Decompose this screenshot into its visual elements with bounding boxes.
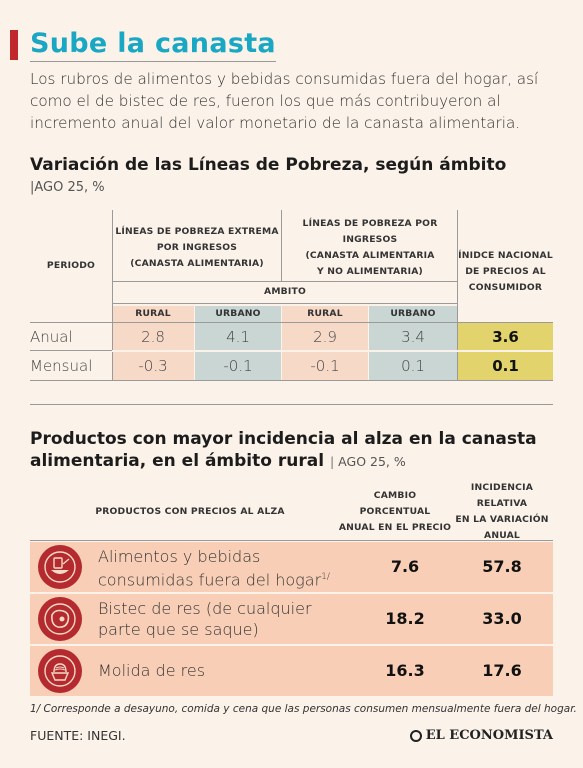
footnote-ref: 1/ (321, 572, 330, 582)
section2-title-line1: Productos con mayor incidencia al alza e… (30, 429, 537, 449)
col-extrema-line3: (CANASTA ALIMENTARIA) (130, 258, 264, 269)
grid-line (112, 303, 458, 304)
product-cambio: 7.6 (390, 557, 420, 576)
steak-icon (38, 597, 82, 641)
col-inpc-line2: DE PRECIOS AL (465, 266, 546, 277)
col-incidencia-line2: EN LA VARIACIÓN (455, 514, 549, 525)
grid-gap (194, 306, 195, 380)
row-mensual-label: Mensual (30, 357, 93, 375)
product-cambio: 18.2 (385, 609, 425, 628)
product-name-line1: Bistec de res (de cualquier (98, 599, 312, 618)
product-row: Alimentos y bebidas consumidas fuera del… (30, 542, 553, 592)
anual-ing-urbano: 3.4 (401, 328, 425, 346)
subtitle-text: AGO 25, % (34, 180, 105, 195)
col-ingresos-line1: LÍNEAS DE POBREZA POR INGRESOS (302, 218, 438, 245)
section2-subtitle: | AGO 25, % (330, 454, 406, 469)
source-label: FUENTE: INEGI. (30, 728, 126, 743)
col-inpc: ÍNIDCE NACIONAL DE PRECIOS AL CONSUMIDOR (458, 240, 553, 304)
anual-inpc: 3.6 (492, 328, 519, 346)
col-extrema-line1: LÍNEAS DE POBREZA EXTREMA (115, 226, 279, 237)
product-row: Molida de res 16.3 17.6 (30, 646, 553, 696)
page-title: Sube la canasta (30, 28, 276, 62)
product-name: Molida de res (98, 660, 205, 681)
row-anual-label: Anual (30, 328, 73, 346)
col-cambio-line1: CAMBIO (373, 490, 417, 501)
mensual-inpc: 0.1 (492, 357, 519, 375)
product-row: Bistec de res (de cualquier parte que se… (30, 594, 553, 644)
brand-name: EL ECONOMISTA (425, 728, 553, 743)
poverty-lines-table: PERIODO LÍNEAS DE POBREZA EXTREMA POR IN… (30, 210, 553, 382)
product-name-line1: Alimentos y bebidas (98, 547, 261, 566)
section2-title: Productos con mayor incidencia al alza e… (30, 428, 537, 473)
grid-line (30, 380, 553, 381)
col-incidencia-line3: ANUAL (484, 530, 520, 541)
intro-text: Los rubros de alimentos y bebidas consum… (30, 70, 539, 132)
subtitle-pipe: | (30, 180, 35, 195)
mensual-ing-urbano: 0.1 (401, 357, 425, 375)
grid-gap (368, 306, 369, 380)
mensual-ext-rural: -0.3 (138, 357, 168, 375)
grid-gap (281, 306, 282, 380)
col-periodo: PERIODO (46, 260, 96, 271)
urbano-ext-bg (195, 306, 281, 380)
product-incidencia: 33.0 (482, 609, 522, 628)
anual-ext-rural: 2.8 (141, 328, 165, 346)
sub-rural-ext: RURAL (135, 308, 171, 319)
col-incidencia: INCIDENCIA RELATIVA EN LA VARIACIÓN ANUA… (450, 482, 554, 541)
product-incidencia: 17.6 (482, 661, 522, 680)
subtitle-pipe: | (329, 454, 335, 469)
product-cambio: 16.3 (385, 661, 425, 680)
col-incidencia-line1: INCIDENCIA RELATIVA (470, 482, 534, 509)
brand-logo-icon (409, 729, 422, 742)
section-divider (30, 404, 553, 405)
sub-urbano-ext: URBANO (215, 308, 261, 319)
sub-rural-ing: RURAL (307, 308, 343, 319)
grid-line (457, 210, 458, 380)
product-name: Alimentos y bebidas consumidas fuera del… (98, 546, 330, 590)
food-plate-icon (38, 545, 82, 589)
grid-gap (30, 350, 553, 352)
grid-line (112, 210, 113, 380)
col-extrema-line2: POR INGRESOS (156, 242, 238, 253)
brand-logo: EL ECONOMISTA (409, 728, 553, 743)
col-cambio-line3: ANUAL EN EL PRECIO (338, 522, 452, 533)
col-productos: PRODUCTOS CON PRECIOS AL ALZA (95, 506, 285, 517)
col-ingresos-line2: (CANASTA ALIMENTARIA (305, 250, 435, 261)
col-ingresos: LÍNEAS DE POBREZA POR INGRESOS (CANASTA … (282, 218, 458, 278)
grid-line (30, 350, 112, 351)
product-name-line2: parte que se saque) (98, 620, 259, 639)
grid-line (30, 540, 553, 541)
col-inpc-line1: ÍNIDCE NACIONAL (458, 250, 553, 261)
mensual-ext-urbano: -0.1 (223, 357, 253, 375)
ground-beef-icon (38, 649, 82, 693)
section1-subtitle: |AGO 25, % (30, 180, 105, 195)
urbano-ing-bg (369, 306, 457, 380)
grid-line (112, 281, 458, 282)
product-name: Bistec de res (de cualquier parte que se… (98, 598, 312, 640)
rural-ing-bg (282, 306, 368, 380)
sub-urbano-ing: URBANO (390, 308, 436, 319)
col-cambio-line2: PORCENTUAL (359, 506, 431, 517)
anual-ing-rural: 2.9 (313, 328, 337, 346)
product-name-line1: Molida de res (98, 661, 206, 680)
col-cambio: CAMBIO PORCENTUAL ANUAL EN EL PRECIO (335, 484, 455, 540)
grid-line (30, 322, 553, 323)
anual-ext-urbano: 4.1 (226, 328, 250, 346)
grid-line (281, 210, 282, 282)
col-extrema: LÍNEAS DE POBREZA EXTREMA POR INGRESOS (… (112, 218, 282, 278)
mensual-ing-rural: -0.1 (310, 357, 340, 375)
ambito-label: AMBITO (264, 286, 306, 297)
col-ingresos-line3: Y NO ALIMENTARIA) (317, 266, 423, 277)
rural-ext-bg (112, 306, 194, 380)
product-name-line2: consumidas fuera del hogar (98, 570, 322, 590)
title-block: Sube la canasta (0, 24, 276, 66)
col-inpc-line3: CONSUMIDOR (468, 282, 543, 293)
section1-title: Variación de las Líneas de Pobreza, segú… (30, 155, 507, 175)
product-incidencia: 57.8 (482, 557, 522, 576)
section2-title-line2: alimentaria, en el ámbito rural (30, 451, 325, 471)
footnote: 1/ Corresponde a desayuno, comida y cena… (30, 703, 577, 715)
subtitle-text: AGO 25, % (338, 454, 406, 469)
title-accent-bar (10, 30, 18, 60)
